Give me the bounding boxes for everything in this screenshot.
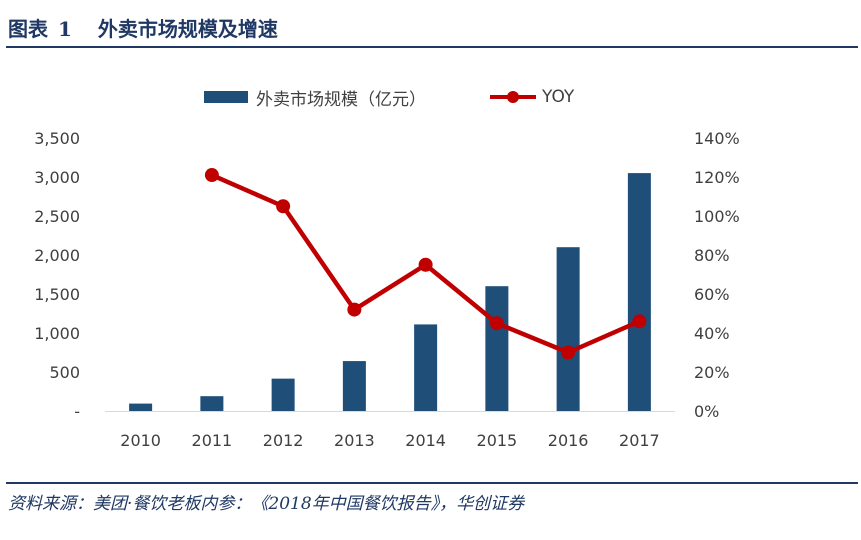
source-rule <box>6 482 858 484</box>
figure-title-text: 外卖市场规模及增速 <box>97 17 278 41</box>
y-left-tick-label: - <box>74 402 80 421</box>
title-rule <box>6 46 858 48</box>
legend-bar-swatch <box>204 91 248 103</box>
legend-bar-label: 外卖市场规模（亿元） <box>256 89 426 110</box>
bar-2016 <box>556 247 580 411</box>
figure-title: 图表 1 外卖市场规模及增速 <box>8 14 278 44</box>
y-left-tick-label: 2,000 <box>34 246 80 265</box>
y-right-tick-label: 60% <box>694 285 730 304</box>
y-right-tick-label: 0% <box>694 402 719 421</box>
bar-2015 <box>485 286 509 411</box>
yoy-point-2014 <box>418 257 433 272</box>
figure-number: 1 <box>58 17 72 41</box>
x-tick-label: 2017 <box>619 431 660 450</box>
x-tick-label: 2016 <box>548 431 589 450</box>
x-tick-label: 2015 <box>477 431 518 450</box>
legend-line-label: YOY <box>542 87 575 107</box>
bar-2011 <box>200 396 224 411</box>
bar-2013 <box>342 361 366 411</box>
x-tick-label: 2013 <box>334 431 375 450</box>
x-tick-label: 2012 <box>263 431 304 450</box>
y-right-tick-label: 120% <box>694 168 740 187</box>
y-left-tick-label: 1,000 <box>34 324 80 343</box>
y-left-tick-label: 3,500 <box>34 129 80 148</box>
figure-label: 图表 <box>8 17 48 41</box>
x-tick-label: 2010 <box>120 431 161 450</box>
y-right-tick-label: 40% <box>694 324 730 343</box>
x-tick-label: 2014 <box>405 431 446 450</box>
yoy-point-2016 <box>561 345 576 360</box>
yoy-point-2017 <box>632 314 647 329</box>
bar-2017 <box>627 173 651 411</box>
chart-legend: 外卖市场规模（亿元） YOY <box>0 84 861 110</box>
y-right-tick-label: 80% <box>694 246 730 265</box>
yoy-point-2013 <box>347 302 362 317</box>
y-right-tick-label: 140% <box>694 129 740 148</box>
yoy-point-2015 <box>489 316 504 331</box>
x-tick-label: 2011 <box>192 431 233 450</box>
legend-item-line: YOY <box>490 84 574 110</box>
source-note: 资料来源：美团·餐饮老板内参：《2018年中国餐饮报告》，华创证券 <box>8 494 525 514</box>
y-left-tick-label: 3,000 <box>34 168 80 187</box>
y-left-tick-label: 1,500 <box>34 285 80 304</box>
bar-2010 <box>129 403 153 411</box>
legend-line-swatch <box>490 91 536 103</box>
y-right-tick-label: 100% <box>694 207 740 226</box>
y-right-tick-label: 20% <box>694 363 730 382</box>
bar-2012 <box>271 378 295 411</box>
yoy-point-2011 <box>204 168 219 183</box>
yoy-point-2012 <box>276 199 291 214</box>
bar-2014 <box>414 324 438 411</box>
y-left-tick-label: 500 <box>49 363 80 382</box>
y-left-tick-label: 2,500 <box>34 207 80 226</box>
legend-item-bars: 外卖市场规模（亿元） <box>204 84 426 110</box>
